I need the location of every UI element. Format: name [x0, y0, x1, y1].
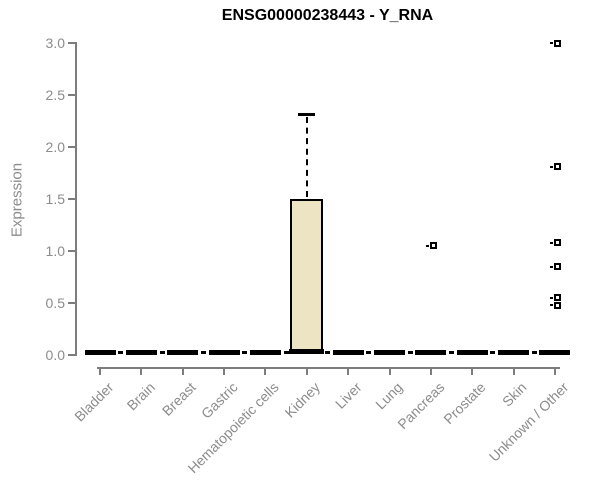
x-tick-label: Brain — [123, 379, 158, 414]
boxplot-median — [498, 350, 530, 356]
boxplot-median — [289, 349, 325, 355]
x-tick-label: Liver — [331, 379, 365, 412]
zero-line-dash — [200, 351, 206, 354]
outlier-point — [425, 242, 437, 250]
outlier-point — [549, 263, 561, 271]
outlier-dash — [425, 244, 429, 247]
outlier-point — [549, 239, 561, 247]
outlier-point — [549, 301, 561, 309]
x-axis-tick — [181, 367, 184, 375]
y-axis-label: Expression — [8, 162, 26, 238]
outlier-square — [429, 242, 437, 250]
boxplot-median — [456, 350, 488, 356]
y-axis-tick — [68, 302, 76, 304]
chart-title: ENSG00000238443 - Y_RNA — [221, 7, 434, 24]
outlier-square — [553, 239, 561, 247]
x-tick-label: Lung — [372, 379, 406, 413]
boxplot-median — [539, 350, 571, 356]
zero-line-dash — [366, 351, 372, 354]
zero-line-dash — [118, 351, 124, 354]
outlier-point — [549, 163, 561, 171]
outlier-square — [553, 163, 561, 171]
outlier-dash — [549, 241, 553, 244]
boxplot-median — [332, 350, 364, 356]
y-axis-tick — [68, 146, 76, 148]
x-tick-label: Breast — [159, 379, 200, 419]
outlier-dash — [549, 42, 553, 44]
boxplot-box — [290, 199, 324, 353]
x-axis-line — [97, 367, 560, 369]
x-axis-tick — [99, 367, 101, 375]
boxplot-median — [374, 350, 406, 356]
outlier-dash — [549, 296, 553, 299]
x-axis-tick — [388, 367, 391, 375]
boxplot-median — [249, 350, 281, 356]
outlier-point — [549, 294, 561, 302]
zero-line-dash — [407, 351, 413, 354]
zero-line-dash — [490, 351, 496, 354]
x-axis-tick — [553, 367, 556, 375]
y-axis-tick — [68, 198, 76, 200]
outlier-square — [553, 301, 561, 309]
x-axis-tick — [223, 367, 226, 375]
zero-line-dash — [159, 351, 165, 354]
x-axis-tick — [471, 367, 474, 375]
zero-line-dash — [283, 351, 289, 354]
y-tick-label: 2.0 — [45, 139, 65, 155]
zero-line-dash — [531, 351, 537, 354]
outlier-square — [553, 39, 561, 47]
x-axis-tick — [512, 367, 515, 375]
outlier-square — [553, 263, 561, 271]
y-axis-tick — [68, 250, 76, 252]
boxplot-median — [125, 350, 157, 356]
zero-line-dash — [242, 351, 248, 354]
y-tick-label: 1.5 — [45, 191, 65, 207]
y-tick-label: 0.0 — [45, 347, 65, 363]
x-axis-tick — [305, 367, 308, 375]
x-tick-label: Skin — [499, 379, 530, 410]
boxplot-whisker-cap — [298, 113, 316, 117]
x-tick-label: Bladder — [70, 379, 117, 425]
x-tick-label: Kidney — [281, 379, 324, 421]
zero-line-dash — [324, 351, 330, 354]
boxplot-whisker — [305, 116, 308, 197]
y-axis-tick — [68, 94, 76, 96]
boxplot-median — [208, 350, 240, 356]
boxplot-median — [415, 350, 447, 356]
x-tick-label: Unknown / Other — [485, 379, 572, 465]
boxplot-median — [167, 350, 199, 356]
zero-line-dash — [449, 351, 455, 354]
x-axis-tick — [347, 367, 350, 375]
x-axis-tick — [264, 367, 267, 375]
y-tick-label: 0.5 — [45, 295, 65, 311]
outlier-dash — [549, 304, 553, 307]
outlier-square — [553, 294, 561, 302]
outlier-dash — [549, 165, 553, 168]
y-axis-tick — [68, 354, 76, 356]
y-axis-line — [75, 42, 77, 356]
outlier-point — [549, 39, 561, 47]
x-tick-label: Prostate — [440, 379, 489, 428]
x-axis-tick — [429, 367, 432, 375]
outlier-dash — [549, 265, 553, 268]
x-axis-tick — [140, 367, 143, 375]
y-tick-label: 3.0 — [45, 35, 65, 51]
y-tick-label: 2.5 — [45, 87, 65, 103]
y-axis-tick — [68, 42, 76, 44]
y-tick-label: 1.0 — [45, 243, 65, 259]
boxplot-median — [84, 350, 116, 356]
